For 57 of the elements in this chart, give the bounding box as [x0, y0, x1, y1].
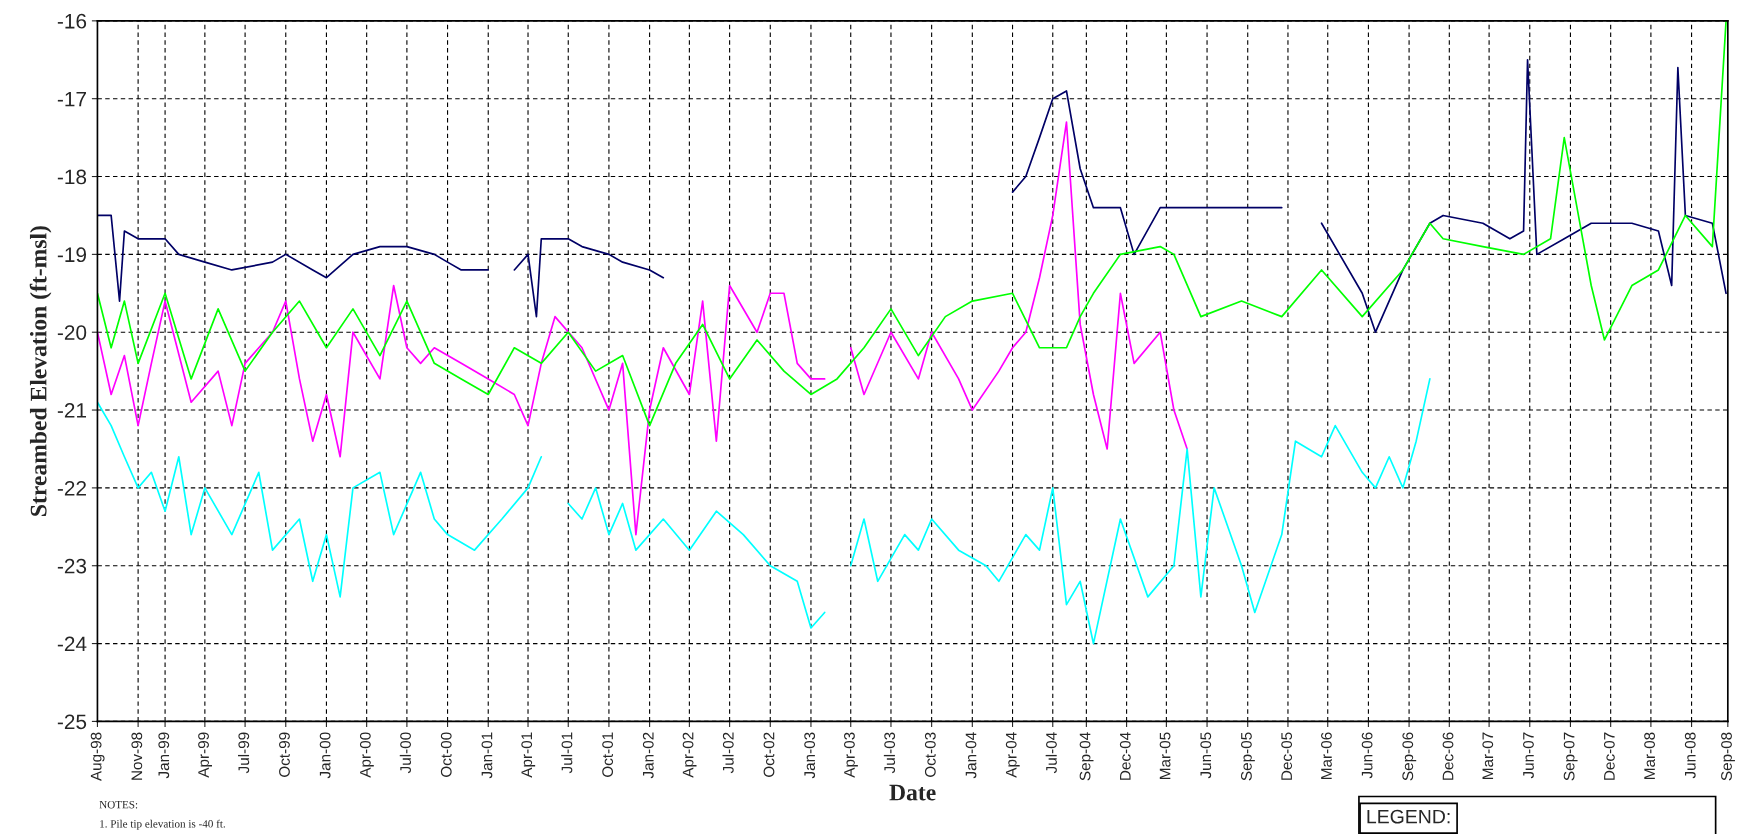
x-tick-label: Jul-03 — [883, 732, 896, 774]
x-tick-label: Oct-02 — [763, 732, 775, 777]
x-tick-label: Sep-07 — [1563, 732, 1578, 781]
x-tick-label: Aug-98 — [90, 732, 105, 782]
x-tick-label: Apr-00 — [359, 732, 374, 778]
x-tick-label: Oct-03 — [924, 732, 936, 777]
x-tick-label: Apr-99 — [198, 732, 212, 778]
x-tick-label: Sep-06 — [1402, 732, 1417, 781]
text: 1. Pile tip elevation is -40 ft. — [100, 819, 225, 830]
text: NOTES: — [99, 800, 138, 809]
x-tick-label: Mar-07 — [1482, 732, 1494, 779]
x-tick-label: Jan-03 — [804, 732, 816, 779]
x-tick-label: Jul-01 — [561, 732, 573, 774]
x-tick-label: Oct-00 — [440, 732, 452, 777]
x-tick-label: Dec-06 — [1442, 732, 1454, 780]
x-tick-label: Jan-01 — [481, 732, 493, 779]
x-tick-label: Sep-08 — [1721, 732, 1735, 781]
text: LEGEND: — [1367, 809, 1450, 824]
x-tick-label: Jan-99 — [158, 732, 170, 779]
x-tick-label: Apr-03 — [844, 732, 858, 778]
x-tick-label: Apr-01 — [521, 732, 536, 778]
y-tick-label: -24 — [57, 636, 87, 652]
y-tick-label: -18 — [57, 169, 87, 185]
y-tick-label: -22 — [57, 480, 86, 496]
x-tick-label: Apr-02 — [682, 732, 697, 778]
x-tick-label: Mar-05 — [1159, 732, 1171, 779]
y-tick-label: -19 — [57, 247, 87, 263]
x-tick-label: Jun-06 — [1361, 732, 1373, 779]
x-tick-label: Jul-99 — [237, 732, 250, 774]
x-tick-label: Jan-04 — [965, 732, 977, 779]
y-tick-label: -16 — [57, 13, 87, 29]
x-tick-label: Jul-04 — [1045, 732, 1057, 774]
x-tick-label: Jul-00 — [399, 732, 411, 774]
y-tick-label: -17 — [57, 91, 86, 107]
x-tick-label: Jun-05 — [1200, 732, 1212, 779]
y-axis-title: Streambed Elevation (ft-msl) — [29, 226, 52, 516]
x-tick-label: Sep-04 — [1079, 732, 1094, 781]
x-tick-label: Mar-06 — [1321, 732, 1332, 779]
y-tick-label: -20 — [57, 325, 87, 340]
x-tick-label: Dec-04 — [1119, 732, 1131, 780]
x-tick-label: Jan-00 — [319, 732, 331, 779]
x-tick-label: Jun-08 — [1684, 732, 1696, 779]
x-tick-label: Dec-05 — [1281, 732, 1293, 780]
x-tick-label: Apr-04 — [1005, 732, 1020, 778]
y-tick-label: -23 — [57, 558, 87, 574]
x-tick-label: Oct-99 — [279, 732, 290, 777]
x-axis-title: Date — [889, 784, 936, 801]
x-tick-label: Nov-98 — [131, 732, 143, 780]
x-tick-label: Oct-01 — [602, 732, 614, 777]
x-tick-label: Dec-07 — [1603, 732, 1615, 780]
x-tick-label: Sep-05 — [1241, 732, 1255, 781]
x-tick-label: Jun-07 — [1523, 732, 1534, 779]
y-tick-label: -25 — [57, 714, 87, 730]
x-tick-label: Jul-02 — [722, 732, 734, 774]
x-tick-label: Jan-02 — [642, 732, 654, 779]
x-tick-label: Mar-08 — [1644, 732, 1655, 779]
y-tick-label: -21 — [57, 403, 87, 418]
